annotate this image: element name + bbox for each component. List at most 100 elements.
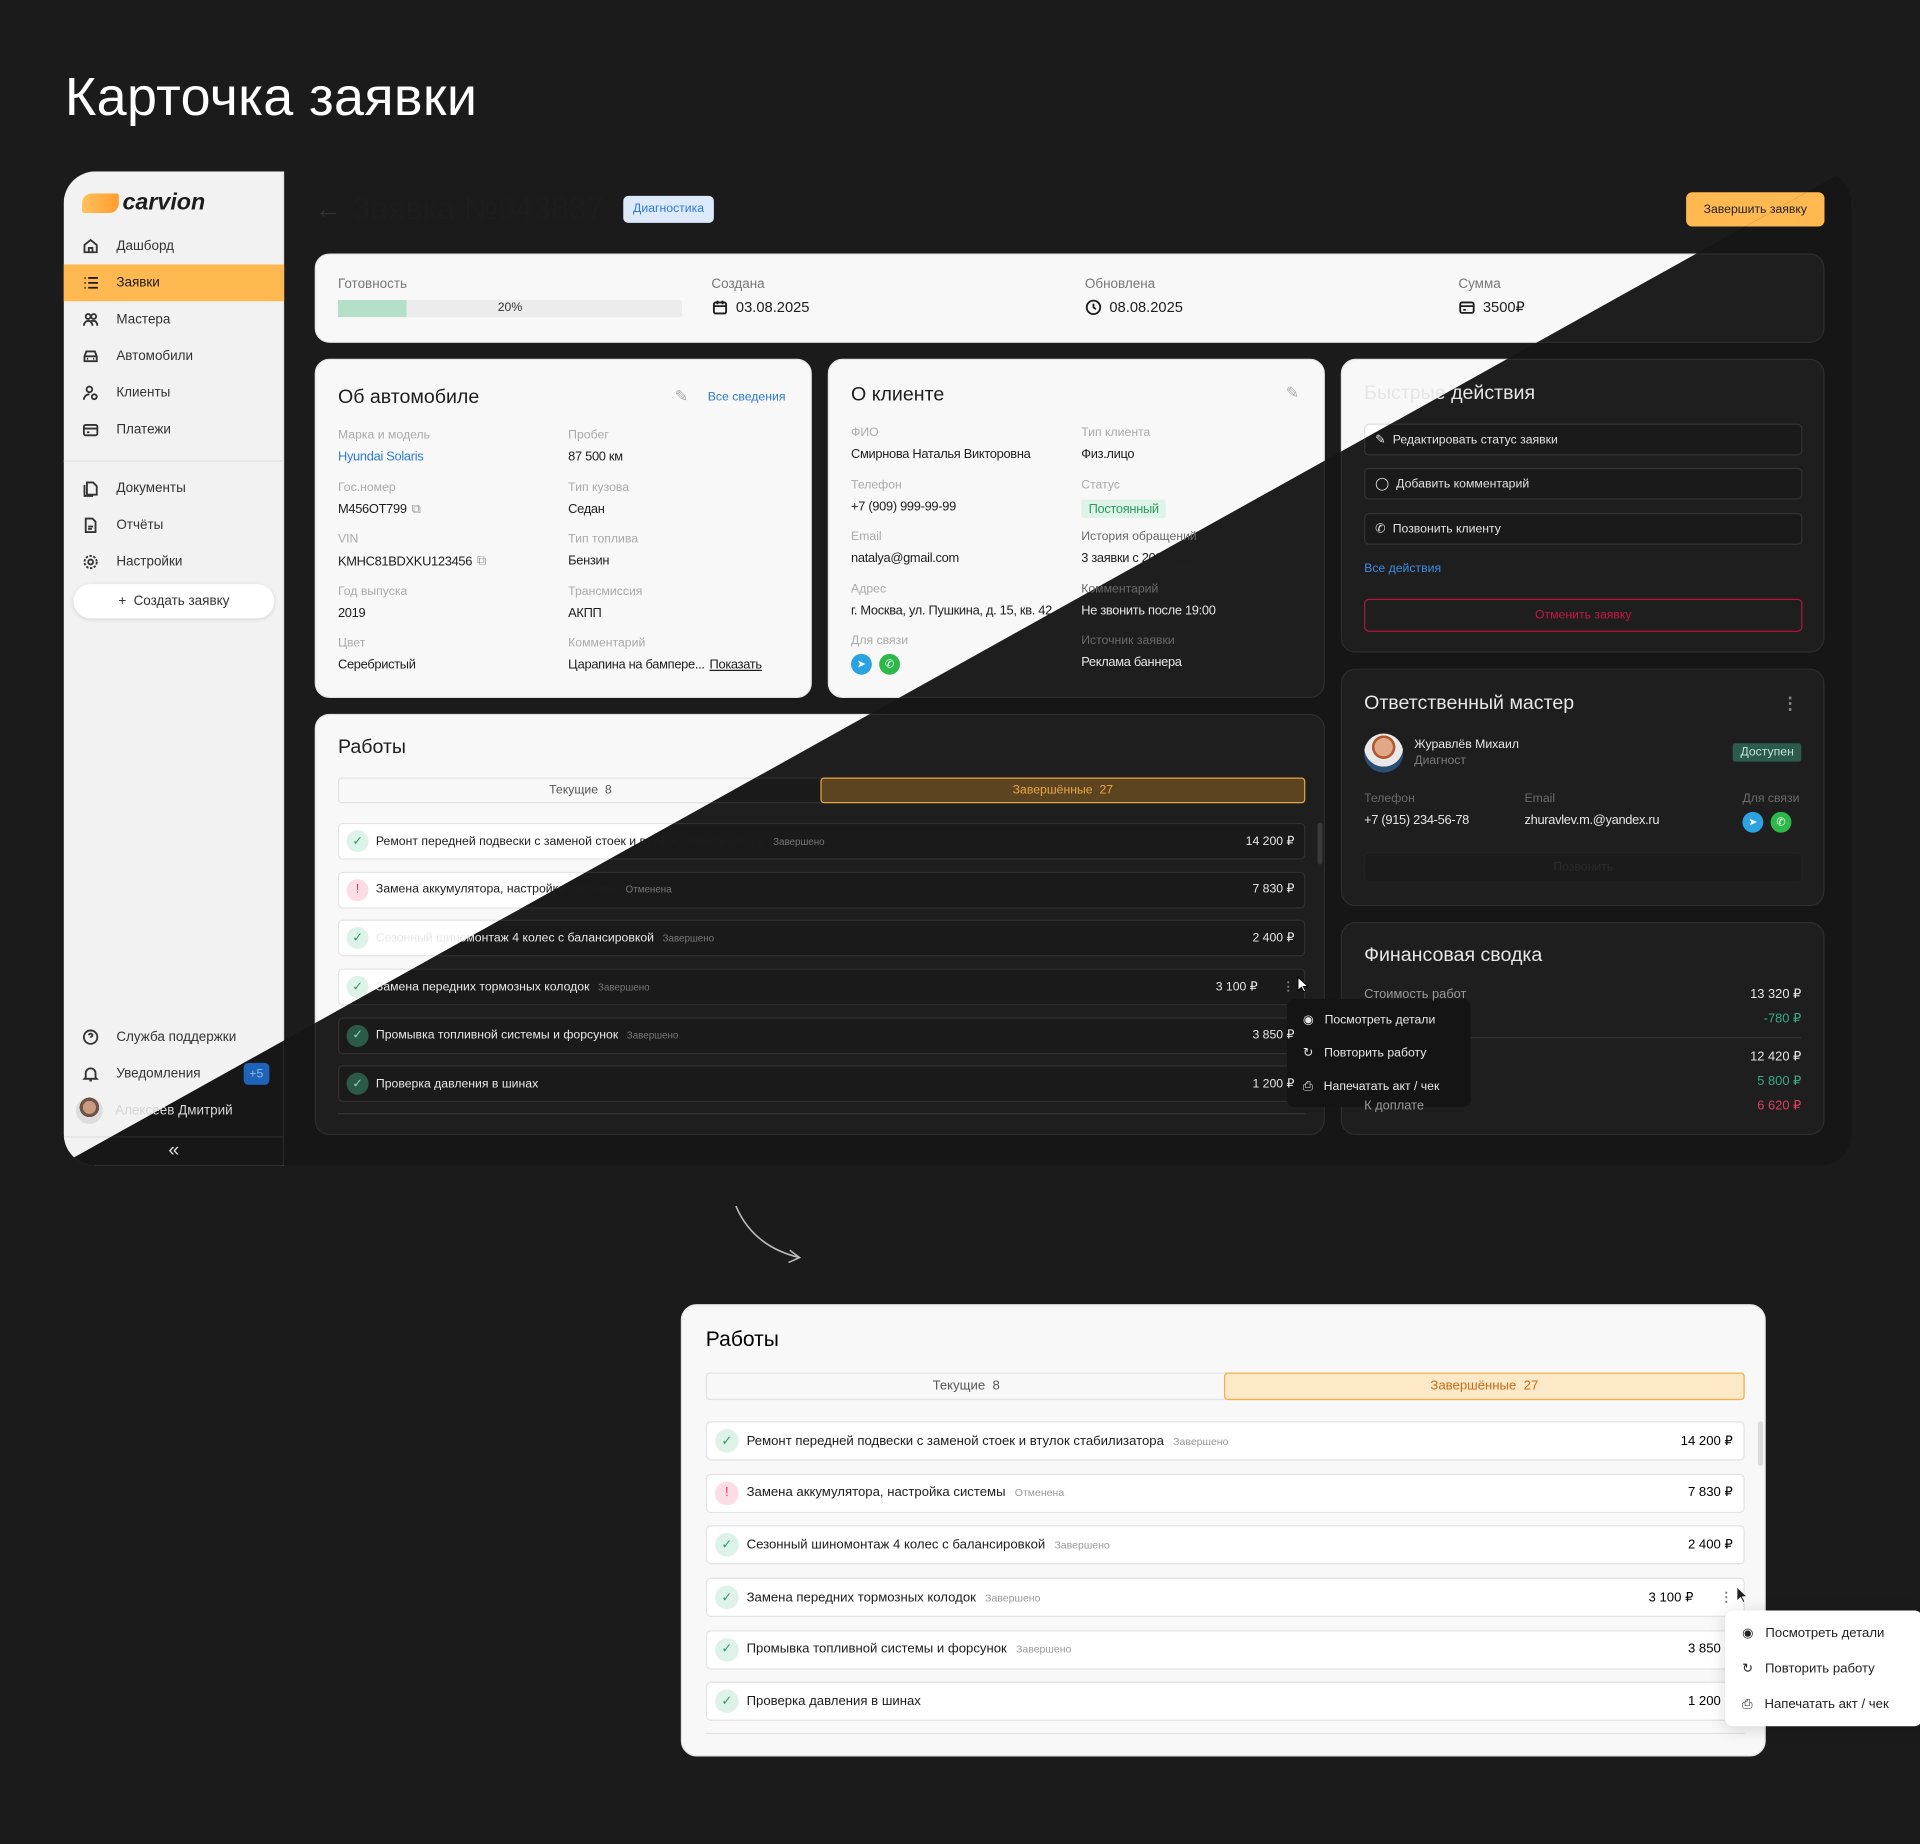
- check-circle-icon: ✓: [352, 931, 363, 946]
- field-label: Год выпуска: [337, 584, 408, 599]
- master-name: Журавлёв Михаил: [1414, 738, 1519, 752]
- more-vertical-icon[interactable]: ⋮: [1781, 693, 1799, 713]
- sidebar-item-cars[interactable]: Автомобили: [64, 338, 284, 375]
- tab-completed[interactable]: Завершённые 27: [1223, 1372, 1745, 1401]
- work-row[interactable]: ✓ Сезонный шиномонтаж 4 колес с балансиро…: [338, 920, 1305, 957]
- tab-current[interactable]: Текущие 8: [707, 1374, 1225, 1399]
- work-row[interactable]: ✓ Ремонт передней подвески с заменой стое…: [338, 823, 1305, 860]
- collapse-sidebar-button[interactable]: «: [168, 1140, 180, 1161]
- sidebar-item-clients[interactable]: Клиенты: [64, 375, 284, 412]
- field-label: Статус: [1081, 478, 1120, 492]
- field-value: г. Москва, ул. Пушкина, д. 15, кв. 42: [851, 603, 1079, 618]
- sidebar-item-support[interactable]: Служба поддержки: [64, 1019, 284, 1056]
- edit-status-button[interactable]: ✎ Редактировать статус заявки: [1364, 424, 1802, 456]
- field-label: Трансмиссия: [568, 584, 643, 599]
- work-row[interactable]: ! Замена аккумулятора, настройка системы О…: [338, 871, 1305, 908]
- work-row[interactable]: ✓ Замена передних тормозных колодок Заверш…: [338, 969, 1305, 1006]
- value-text: 3 заявки с 2023 года: [1081, 551, 1198, 566]
- work-price: 3 100 ₽: [1215, 980, 1258, 994]
- all-details-link[interactable]: Все сведения: [707, 390, 786, 405]
- car-panel: Об автомобиле ✎ Все сведения Марка и мод…: [315, 359, 812, 698]
- value-text[interactable]: Hyundai Solaris: [337, 449, 424, 465]
- all-actions-link[interactable]: Все действия: [1364, 562, 1442, 576]
- sidebar-item-settings[interactable]: Настройки: [64, 544, 284, 581]
- check-circle-icon: ✓: [715, 1689, 739, 1714]
- work-status: Завершено: [773, 835, 825, 847]
- work-row[interactable]: ✓ Промывка топливной системы и форсунок За…: [705, 1629, 1745, 1670]
- work-row[interactable]: ! Замена аккумулятора, настройка системы О…: [705, 1473, 1745, 1513]
- value-text: M456OT799: [337, 502, 407, 517]
- client-icon: [82, 384, 99, 401]
- page-heading: Заявка №943837: [351, 189, 605, 227]
- add-comment-button[interactable]: ◯ Добавить комментарий: [1364, 468, 1802, 500]
- work-name: Проверка давления в шинах: [746, 1694, 921, 1710]
- refresh-icon: ↻: [1302, 1046, 1314, 1061]
- work-row[interactable]: ✓ Промывка топливной системы и форсунок За…: [338, 1017, 1305, 1054]
- car-field: Цвет Серебристый: [338, 637, 566, 673]
- car-title: Об автомобиле: [337, 386, 480, 408]
- copy-icon[interactable]: ⧉: [411, 501, 421, 517]
- work-context-menu: ◉ Посмотреть детали ↻ Повторить работу ⎙ На…: [1287, 999, 1471, 1107]
- curved-arrow-icon: [735, 1205, 802, 1264]
- work-row[interactable]: ✓ Ремонт передней подвески с заменой стое…: [705, 1421, 1745, 1461]
- menu-item-repeat-work[interactable]: ↻ Повторить работу: [1287, 1037, 1471, 1070]
- work-name: Промывка топливной системы и форсунок: [375, 1028, 619, 1043]
- tab-completed[interactable]: Завершённые 27: [820, 778, 1305, 804]
- whatsapp-icon[interactable]: ✆: [1776, 815, 1786, 828]
- pencil-icon[interactable]: ✎: [1285, 383, 1300, 402]
- menu-item-view-details[interactable]: ◉ Посмотреть детали: [1287, 1004, 1471, 1037]
- printer-icon: ⎙: [1742, 1697, 1753, 1712]
- work-row[interactable]: ✓ Замена передних тормозных колодок Заверш…: [705, 1577, 1745, 1618]
- value-text: Физ.лицо: [1081, 446, 1135, 462]
- sidebar-item-reports[interactable]: Отчёты: [64, 507, 284, 544]
- menu-item-print[interactable]: ⎙ Напечатать акт / чек: [1725, 1687, 1920, 1723]
- sidebar-user[interactable]: Алексеев Дмитрий: [64, 1092, 284, 1129]
- work-row[interactable]: ✓ Сезонный шиномонтаж 4 колес с балансиро…: [705, 1525, 1745, 1565]
- more-vertical-icon[interactable]: ⋮: [1282, 980, 1295, 994]
- cancel-order-button[interactable]: Отменить заявку: [1534, 608, 1632, 623]
- user-avatar: [76, 1097, 103, 1124]
- finance-row: 5 800 ₽: [1364, 1074, 1801, 1089]
- complete-order-button[interactable]: Завершить заявку: [1703, 202, 1808, 217]
- tab-label: Завершённые: [1012, 783, 1093, 798]
- car-field: Пробег 87 500 км: [568, 429, 796, 465]
- works-list: ✓ Ремонт передней подвески с заменой стое…: [705, 1421, 1745, 1734]
- menu-item-view-details[interactable]: ◉ Посмотреть детали: [1725, 1616, 1920, 1652]
- clock-icon: [1085, 299, 1102, 316]
- sidebar-item-orders[interactable]: Заявки: [64, 264, 284, 301]
- show-more-link[interactable]: Показать: [709, 657, 763, 673]
- cursor-icon: [1736, 1585, 1749, 1604]
- more-vertical-icon[interactable]: ⋮: [1719, 1590, 1733, 1605]
- sidebar-item-notifications[interactable]: Уведомления +5: [64, 1056, 284, 1093]
- check-circle-icon: ✓: [352, 1077, 363, 1091]
- create-order-button[interactable]: + Создать заявку: [73, 584, 274, 618]
- work-row[interactable]: ✓ Проверка давления в шинах 1 200 ₽: [705, 1682, 1745, 1722]
- field-value: Смирнова Наталья Викторовна: [851, 447, 1079, 462]
- menu-label: Повторить работу: [1324, 1046, 1427, 1061]
- call-master-button[interactable]: Позвонить: [1553, 860, 1614, 875]
- sidebar-item-documents[interactable]: Документы: [64, 470, 284, 507]
- scrollbar[interactable]: [1757, 1421, 1764, 1466]
- tab-current[interactable]: Текущие 8: [339, 779, 821, 802]
- sidebar-item-masters[interactable]: Мастера: [64, 301, 284, 338]
- logo[interactable]: carvion: [82, 190, 205, 217]
- finance-value: 12 420 ₽: [1750, 1049, 1802, 1065]
- menu-item-repeat-work[interactable]: ↻ Повторить работу: [1725, 1651, 1920, 1687]
- telegram-icon[interactable]: ➤: [856, 657, 867, 670]
- scrollbar[interactable]: [1318, 823, 1323, 865]
- updated-label: Обновлена: [1084, 276, 1156, 292]
- menu-item-print[interactable]: ⎙ Напечатать акт / чек: [1287, 1070, 1471, 1103]
- whatsapp-icon[interactable]: ✆: [884, 657, 895, 670]
- back-arrow-icon[interactable]: ←: [314, 193, 342, 225]
- car-field: Марка и модель Hyundai Solaris: [338, 429, 566, 465]
- sidebar-item-payments[interactable]: Платежи: [64, 411, 284, 448]
- copy-icon[interactable]: ⧉: [477, 553, 486, 569]
- nav-label: Клиенты: [116, 385, 171, 401]
- pencil-icon[interactable]: ✎: [674, 386, 689, 406]
- work-row[interactable]: ✓ Проверка давления в шинах 1 200 ₽: [338, 1066, 1305, 1103]
- work-name: Замена передних тормозных колодок: [375, 980, 590, 994]
- sidebar-item-dashboard[interactable]: Дашборд: [64, 228, 284, 265]
- help-icon: [82, 1029, 99, 1046]
- call-client-button[interactable]: ✆ Позвонить клиенту: [1364, 513, 1802, 545]
- telegram-icon[interactable]: ➤: [1748, 815, 1758, 828]
